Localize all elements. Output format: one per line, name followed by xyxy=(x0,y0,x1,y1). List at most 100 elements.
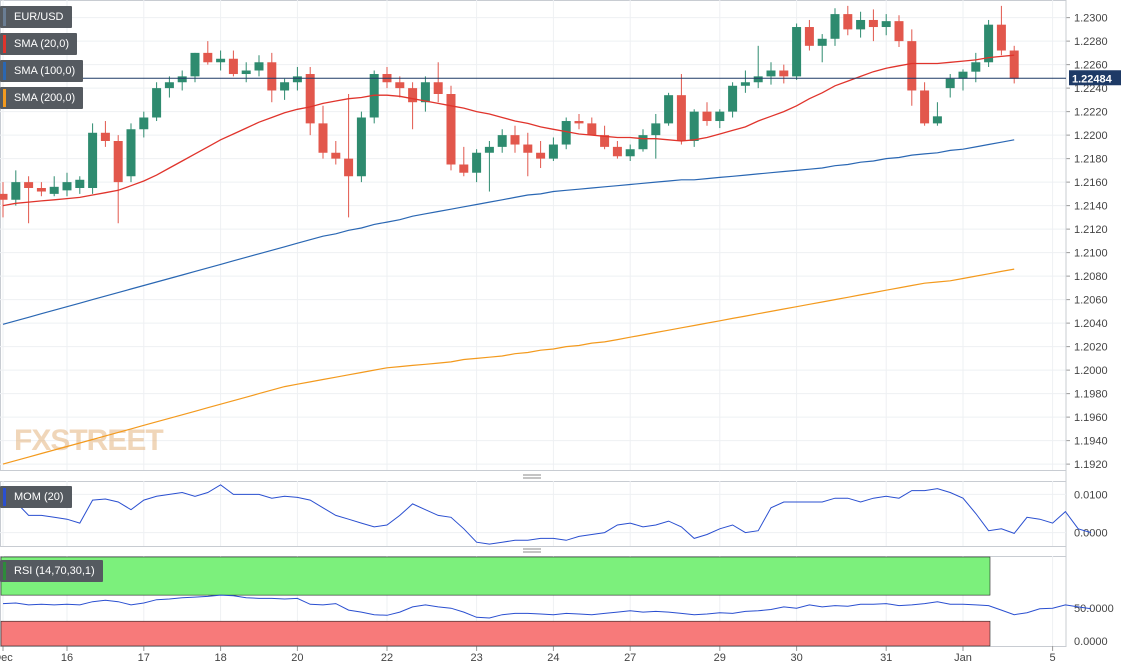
candle xyxy=(190,52,200,83)
candle-body xyxy=(830,14,840,39)
candle-body xyxy=(395,82,405,89)
candle xyxy=(164,76,174,98)
candle-body xyxy=(651,123,661,136)
candle-body xyxy=(856,19,866,30)
candle-body xyxy=(792,27,802,77)
candle xyxy=(216,50,226,71)
candle-body xyxy=(139,117,149,130)
candle xyxy=(382,66,392,89)
candle-body xyxy=(612,146,622,157)
y-tick-label: 1.2280 xyxy=(1074,36,1108,48)
candle xyxy=(612,141,622,159)
candle-body xyxy=(561,121,571,145)
candle-body xyxy=(779,70,789,77)
mom-y-tick-label: 0.0100 xyxy=(1074,489,1108,501)
pane-resize-handle-1[interactable] xyxy=(523,548,541,553)
candle xyxy=(868,9,878,42)
x-tick-label: 29 xyxy=(714,652,726,664)
candle xyxy=(753,45,763,89)
candle-body xyxy=(548,144,558,159)
y-tick-label: 1.2220 xyxy=(1074,107,1108,119)
candle xyxy=(996,5,1006,56)
pane-resize-handle-0[interactable] xyxy=(523,474,541,479)
x-tick-label: 20 xyxy=(291,652,303,664)
x-tick-label: 22 xyxy=(381,652,393,664)
candle-body xyxy=(126,129,136,177)
candle xyxy=(228,50,238,77)
candle xyxy=(638,129,648,152)
candle xyxy=(497,129,507,153)
x-tick-label: 27 xyxy=(624,652,636,664)
x-tick-label: 16 xyxy=(61,652,73,664)
candle xyxy=(459,146,469,177)
candle xyxy=(907,29,917,106)
y-tick-label: 1.2180 xyxy=(1074,154,1108,166)
legend-sma200[interactable]: SMA (200,0) xyxy=(0,87,84,109)
candle-body xyxy=(728,85,738,112)
legend-sma20[interactable]: SMA (20,0) xyxy=(0,33,78,55)
candle-body xyxy=(190,52,200,77)
candle xyxy=(971,52,981,83)
legend-mom[interactable]: MOM (20) xyxy=(0,486,72,508)
candle-body xyxy=(24,182,34,188)
candle xyxy=(536,141,546,169)
candle xyxy=(587,117,597,136)
candle-body xyxy=(152,88,162,118)
y-tick-label: 1.2160 xyxy=(1074,177,1108,189)
legend-sma100[interactable]: SMA (100,0) xyxy=(0,60,84,82)
candle-body xyxy=(228,58,238,75)
candle xyxy=(932,102,942,126)
candle-body xyxy=(971,62,981,72)
legend-symbol: EUR/USD xyxy=(0,6,72,28)
candle xyxy=(817,34,827,63)
candle-body xyxy=(996,24,1006,51)
rsi-oversold-zone xyxy=(0,620,991,647)
x-tick-label: 30 xyxy=(790,652,802,664)
candle-body xyxy=(536,152,546,159)
candle xyxy=(600,125,610,150)
mom-panel-frame xyxy=(0,481,1067,547)
candle xyxy=(523,132,533,177)
candle-body xyxy=(510,135,520,145)
candle-body xyxy=(1009,50,1019,79)
candle xyxy=(75,176,85,194)
x-tick-label: 24 xyxy=(547,652,559,664)
candle xyxy=(126,123,136,183)
candle xyxy=(62,172,72,197)
candle-body xyxy=(894,21,904,42)
y-tick-label: 1.2000 xyxy=(1074,365,1108,377)
candle xyxy=(446,85,456,171)
symbol-color-swatch xyxy=(3,8,6,26)
x-tick-label: 5 xyxy=(1050,652,1056,664)
candle xyxy=(100,121,110,147)
y-tick-label: 1.2100 xyxy=(1074,248,1108,260)
candle xyxy=(305,66,315,136)
candle xyxy=(702,102,712,126)
candle xyxy=(49,176,59,197)
candle xyxy=(0,182,8,218)
sma20-label: SMA (20,0) xyxy=(14,38,70,50)
candle xyxy=(420,76,430,112)
candle-body xyxy=(817,38,827,46)
x-tick-label: 18 xyxy=(214,652,226,664)
candle-body xyxy=(932,116,942,124)
candle-body xyxy=(587,123,597,136)
y-tick-label: 1.1960 xyxy=(1074,412,1108,424)
x-tick-label: Dec xyxy=(0,652,13,664)
candle xyxy=(830,8,840,46)
candle-body xyxy=(753,76,763,83)
candle xyxy=(766,62,776,85)
candle-body xyxy=(638,135,648,150)
y-tick-label: 1.2300 xyxy=(1074,13,1108,25)
mom-line xyxy=(3,484,1092,545)
candle xyxy=(548,137,558,161)
candle-body xyxy=(36,188,46,192)
candle-body xyxy=(574,121,584,124)
candle xyxy=(344,94,354,218)
candle-body xyxy=(331,152,341,159)
legend-rsi[interactable]: RSI (14,70,30,1) xyxy=(0,560,103,582)
candle xyxy=(894,15,904,47)
rsi-overbought-zone xyxy=(0,556,991,596)
y-tick-label: 1.2120 xyxy=(1074,224,1108,236)
